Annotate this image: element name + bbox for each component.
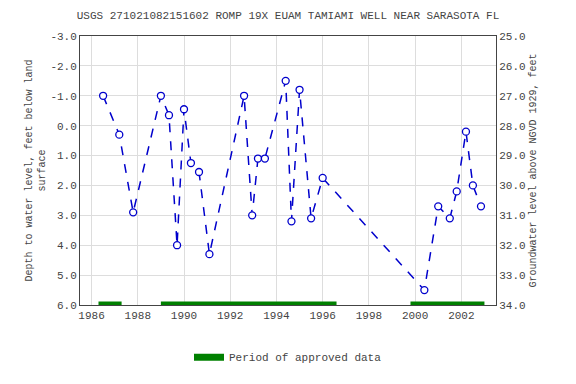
svg-text:2000: 2000 <box>402 310 428 322</box>
svg-text:33.0: 33.0 <box>499 270 525 282</box>
svg-text:2.0: 2.0 <box>57 180 77 192</box>
svg-text:1998: 1998 <box>356 310 382 322</box>
svg-text:1990: 1990 <box>171 310 197 322</box>
svg-text:1988: 1988 <box>125 310 151 322</box>
svg-text:1994: 1994 <box>263 310 290 322</box>
svg-text:Period of approved data: Period of approved data <box>229 352 381 364</box>
svg-text:34.0: 34.0 <box>499 300 525 312</box>
svg-text:-3.0: -3.0 <box>50 31 76 43</box>
svg-text:6.0: 6.0 <box>57 300 77 312</box>
svg-text:3.0: 3.0 <box>57 210 77 222</box>
svg-text:USGS 271021082151602 ROMP 19X: USGS 271021082151602 ROMP 19X EUAM TAMIA… <box>77 10 499 22</box>
svg-text:1996: 1996 <box>309 310 335 322</box>
svg-text:-2.0: -2.0 <box>50 61 76 73</box>
svg-text:25.0: 25.0 <box>499 31 525 43</box>
svg-text:-1.0: -1.0 <box>50 91 76 103</box>
svg-text:31.0: 31.0 <box>499 210 525 222</box>
svg-text:30.0: 30.0 <box>499 180 525 192</box>
svg-text:1.0: 1.0 <box>57 150 77 162</box>
svg-text:1992: 1992 <box>217 310 243 322</box>
svg-text:2002: 2002 <box>448 310 474 322</box>
svg-text:0.0: 0.0 <box>57 121 77 133</box>
svg-text:26.0: 26.0 <box>499 61 525 73</box>
svg-text:4.0: 4.0 <box>57 240 77 252</box>
svg-text:5.0: 5.0 <box>57 270 77 282</box>
svg-text:27.0: 27.0 <box>499 91 525 103</box>
svg-text:28.0: 28.0 <box>499 121 525 133</box>
svg-text:29.0: 29.0 <box>499 150 525 162</box>
svg-text:1986: 1986 <box>78 310 104 322</box>
svg-text:Groundwater level above NGVD 1: Groundwater level above NGVD 1929, feet <box>528 53 539 287</box>
svg-text:Depth to water level, feet bel: Depth to water level, feet below landsur… <box>24 59 48 281</box>
svg-text:32.0: 32.0 <box>499 240 525 252</box>
